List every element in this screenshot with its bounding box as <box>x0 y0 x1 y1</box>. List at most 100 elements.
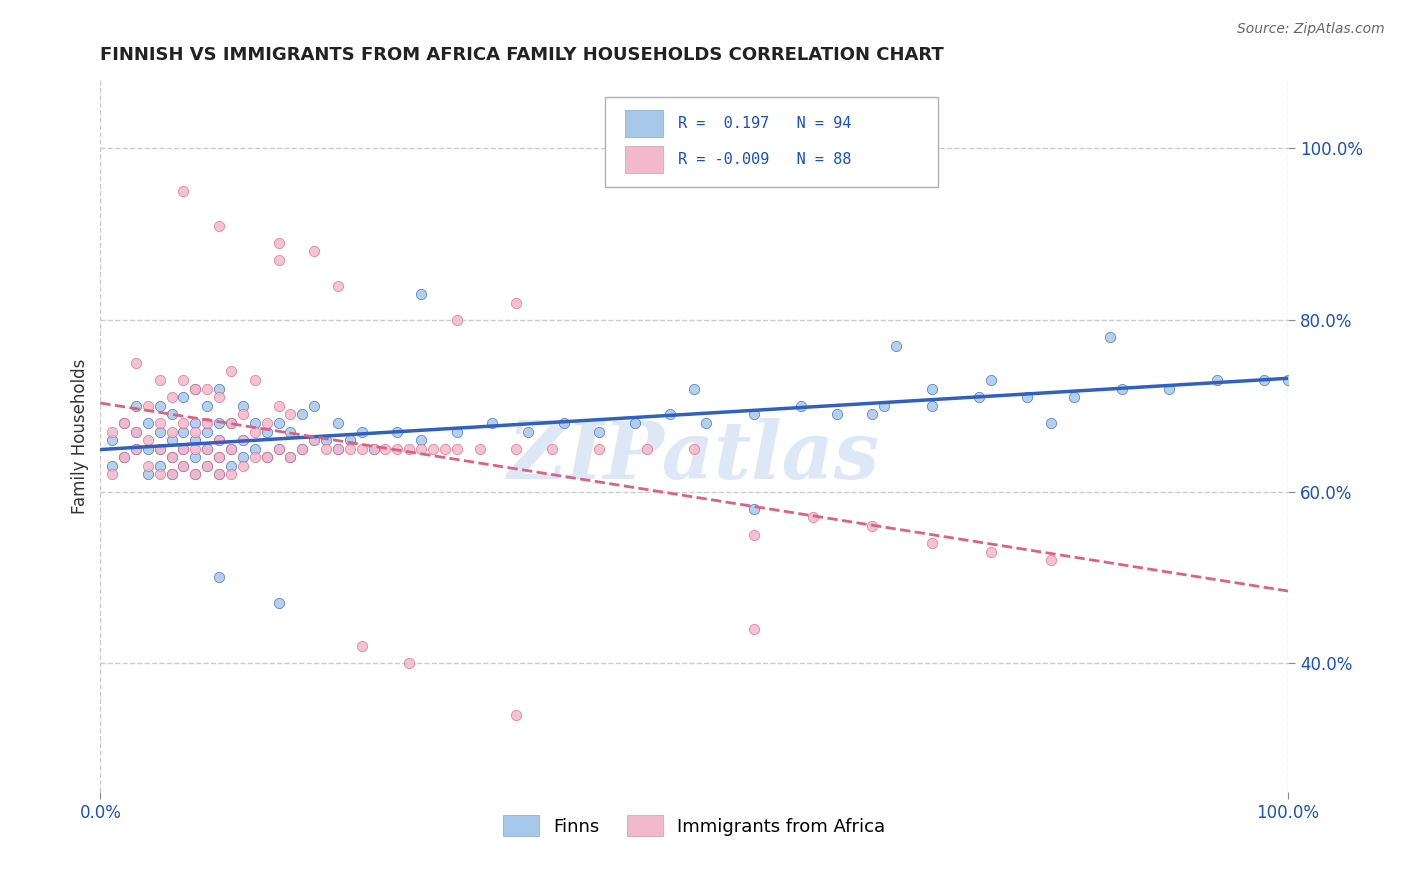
Point <box>742 501 765 516</box>
Point <box>184 467 207 482</box>
Point <box>149 442 172 456</box>
Point <box>1015 390 1038 404</box>
Point <box>387 425 409 439</box>
Point <box>350 442 373 456</box>
Point <box>219 416 242 430</box>
Point <box>921 382 943 396</box>
Point <box>433 442 456 456</box>
Point <box>801 510 824 524</box>
Point <box>363 442 385 456</box>
Point <box>350 639 373 653</box>
Point <box>173 442 195 456</box>
Point <box>481 416 503 430</box>
Point <box>860 519 883 533</box>
Point <box>160 390 183 404</box>
Point <box>219 364 242 378</box>
Point <box>980 544 1002 558</box>
Point <box>967 390 990 404</box>
Point <box>267 416 290 430</box>
Point <box>149 467 172 482</box>
Point <box>315 433 337 447</box>
Point <box>195 399 218 413</box>
Point <box>101 458 124 473</box>
Point <box>884 339 907 353</box>
Point <box>184 442 207 456</box>
Point <box>1253 373 1275 387</box>
Point <box>112 416 135 430</box>
Point <box>195 382 218 396</box>
Point <box>267 252 290 267</box>
Point <box>125 425 148 439</box>
Point <box>232 433 254 447</box>
Point <box>243 425 266 439</box>
Point <box>683 382 706 396</box>
Point <box>219 416 242 430</box>
Point <box>243 450 266 465</box>
Point <box>326 278 349 293</box>
Point <box>160 467 183 482</box>
Point <box>208 390 231 404</box>
Point <box>1039 416 1062 430</box>
Point <box>219 467 242 482</box>
Point <box>149 425 172 439</box>
Point <box>232 433 254 447</box>
Point <box>173 184 195 198</box>
Point <box>219 458 242 473</box>
Point <box>208 467 231 482</box>
Point <box>742 622 765 636</box>
Point <box>1111 382 1133 396</box>
Point <box>363 442 385 456</box>
Point <box>232 399 254 413</box>
Point <box>160 408 183 422</box>
Point <box>825 408 848 422</box>
Point <box>695 416 717 430</box>
Point <box>243 442 266 456</box>
Point <box>136 458 159 473</box>
Point <box>505 442 527 456</box>
Point <box>374 442 396 456</box>
Point <box>160 450 183 465</box>
Point <box>184 416 207 430</box>
Text: R =  0.197   N = 94: R = 0.197 N = 94 <box>678 116 851 131</box>
Point <box>280 425 302 439</box>
Point <box>387 442 409 456</box>
Point <box>149 416 172 430</box>
Point <box>208 433 231 447</box>
Point <box>184 382 207 396</box>
Point <box>149 458 172 473</box>
Text: Source: ZipAtlas.com: Source: ZipAtlas.com <box>1237 22 1385 37</box>
Text: ZIPatlas: ZIPatlas <box>508 418 880 496</box>
Point <box>232 458 254 473</box>
Point <box>1277 373 1299 387</box>
Point <box>243 373 266 387</box>
Point <box>1039 553 1062 567</box>
Point <box>208 416 231 430</box>
Point <box>160 425 183 439</box>
Point <box>136 442 159 456</box>
Point <box>243 416 266 430</box>
Point <box>291 442 314 456</box>
Point <box>195 425 218 439</box>
Point <box>136 433 159 447</box>
Point <box>219 442 242 456</box>
Point <box>409 442 432 456</box>
Point <box>588 425 610 439</box>
Point <box>1098 330 1121 344</box>
FancyBboxPatch shape <box>626 111 664 137</box>
Point <box>160 450 183 465</box>
Point <box>742 408 765 422</box>
Point <box>659 408 682 422</box>
Point <box>184 450 207 465</box>
Point <box>208 467 231 482</box>
Point <box>302 399 325 413</box>
Point <box>873 399 896 413</box>
Point <box>208 433 231 447</box>
Point <box>125 356 148 370</box>
Point <box>1159 382 1181 396</box>
Point <box>195 458 218 473</box>
Point <box>101 433 124 447</box>
Point <box>422 442 444 456</box>
Point <box>232 408 254 422</box>
Point <box>136 467 159 482</box>
Point <box>446 425 468 439</box>
